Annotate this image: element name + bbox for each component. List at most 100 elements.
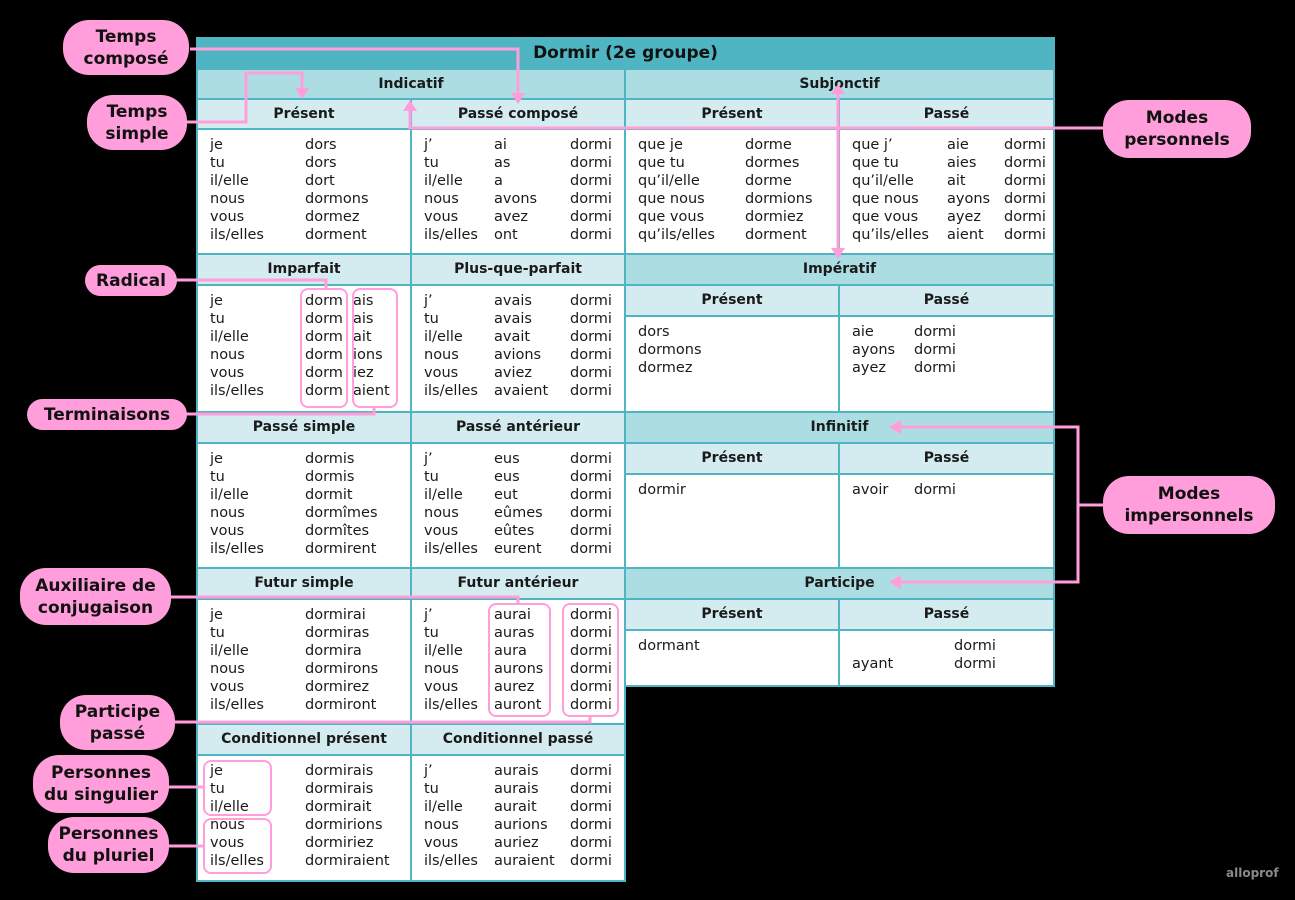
conjugation-row: nous dorm ions (210, 346, 410, 364)
verb-form: dormi (570, 763, 612, 779)
verb-form: dorment (305, 227, 367, 243)
callout-terminaisons: Terminaisons (27, 399, 187, 430)
pronoun: j’ (424, 451, 433, 467)
verb-form: avait (494, 329, 531, 345)
verb-form: dormi (570, 607, 612, 623)
conjugation-row: vous eûtes dormi (424, 522, 624, 540)
verb-form: dort (305, 173, 335, 189)
pronoun: ils/elles (210, 697, 264, 713)
verb-form: as (494, 155, 511, 171)
verb-form: dorment (745, 227, 807, 243)
pronoun: qu’il/elle (852, 173, 914, 189)
conjugation-row: dormi (852, 637, 1053, 655)
conjugation-row: vous avez dormi (424, 208, 624, 226)
pronoun: je (210, 137, 223, 153)
tense-plus-que-parfait: Plus-que-parfait (410, 253, 626, 286)
conjugation-row: ayant dormi (852, 655, 1053, 673)
conjugation-row: aie dormi (852, 323, 1053, 341)
pronoun: il/elle (210, 799, 249, 815)
verb-form: auriez (494, 835, 539, 851)
pronoun: que tu (852, 155, 899, 171)
pronoun: dormant (638, 638, 700, 654)
conjugation-row: qu’ils/elles dorment (638, 226, 838, 244)
verb-form: aurait (494, 799, 537, 815)
tense-futur-anterieur: Futur antérieur (410, 567, 626, 600)
conjugation-row: tu dormirais (210, 780, 410, 798)
tense-conditionnel-present: Conditionnel présent (196, 723, 412, 756)
conjugation-row: il/elle dormira (210, 642, 410, 660)
cell-passe-anterieur: j’ eus dormi tu eus dormi il/elle eut dormi nous e… (410, 442, 626, 569)
conjugation-row: que tu aies dormi (852, 154, 1053, 172)
callout-text: Auxiliaire de conjugaison (35, 575, 156, 618)
verb-form: aurais (494, 763, 539, 779)
pronoun: je (210, 293, 223, 309)
pronoun: ils/elles (424, 853, 478, 869)
pronoun: il/elle (424, 173, 463, 189)
conjugation-row: ayons dormi (852, 341, 1053, 359)
pronoun: nous (210, 505, 245, 521)
conjugation-row: nous aurions dormi (424, 816, 624, 834)
verb-form: dormi (570, 155, 612, 171)
pronoun: tu (424, 155, 439, 171)
verb-form: eurent (494, 541, 542, 557)
conjugation-row: ayez dormi (852, 359, 1053, 377)
conjugation-row: je dormirais (210, 762, 410, 780)
conjugation-row: ils/elles auront dormi (424, 696, 624, 714)
pronoun: ayez (852, 360, 886, 376)
conjugation-row: ils/elles avaient dormi (424, 382, 624, 400)
verb-form: dormi (1004, 209, 1046, 225)
verb-form: dormiront (305, 697, 377, 713)
verb-form: dorm (305, 365, 343, 381)
verb-form: dormi (1004, 173, 1046, 189)
verb-form: dormiras (305, 625, 370, 641)
verb-form: dormi (570, 661, 612, 677)
verb-form: dormîtes (305, 523, 370, 539)
conjugation-row: qu’il/elle dorme (638, 172, 838, 190)
pronoun: que vous (852, 209, 919, 225)
conjugation-row: ils/elles dormiront (210, 696, 410, 714)
conjugation-row: nous aurons dormi (424, 660, 624, 678)
verb-form: dormirons (305, 661, 379, 677)
conjugation-row: que nous ayons dormi (852, 190, 1053, 208)
pronoun: avoir (852, 482, 889, 498)
table-title: Dormir (2e groupe) (196, 37, 1055, 70)
verb-form: dorme (745, 137, 792, 153)
pronoun: que nous (852, 191, 919, 207)
pronoun: je (210, 607, 223, 623)
callout-text: Personnes du pluriel (58, 824, 159, 866)
verb-form: dormi (570, 817, 612, 833)
verb-form: dormi (570, 329, 612, 345)
singulier-box (203, 760, 272, 816)
conjugation-row: il/elle a dormi (424, 172, 624, 190)
pronoun: nous (210, 347, 245, 363)
pronoun: vous (210, 679, 245, 695)
pronoun: il/elle (424, 799, 463, 815)
conjugation-row: il/elle eut dormi (424, 486, 624, 504)
verb-form: avais (494, 293, 532, 309)
tense-imp-present: Présent (624, 284, 840, 317)
pronoun: il/elle (424, 329, 463, 345)
pronoun: ils/elles (210, 853, 264, 869)
pronoun: vous (424, 679, 459, 695)
conjugation-row: je dormirai (210, 606, 410, 624)
conjugation-row: que j’ aie dormi (852, 136, 1053, 154)
verb-form: dormi (570, 383, 612, 399)
pronoun: ils/elles (210, 383, 264, 399)
conjugation-row: vous dormirez (210, 678, 410, 696)
verb-form: dormi (570, 523, 612, 539)
conjugation-row: tu aurais dormi (424, 780, 624, 798)
pronoun: j’ (424, 763, 433, 779)
verb-form: dormi (570, 365, 612, 381)
callout-text: Terminaisons (43, 404, 171, 425)
verb-form: aurons (494, 661, 544, 677)
tense-part-present: Présent (624, 598, 840, 631)
verb-form: ais (353, 293, 374, 309)
pronoun: nous (424, 191, 459, 207)
pronoun: tu (424, 781, 439, 797)
pronoun: il/elle (424, 487, 463, 503)
cell-inf-present: dormir (624, 473, 840, 569)
verb-form: dormi (914, 342, 956, 358)
conjugation-row: dors (638, 323, 838, 341)
verb-form: dormez (305, 209, 360, 225)
pronoun: ils/elles (210, 227, 264, 243)
